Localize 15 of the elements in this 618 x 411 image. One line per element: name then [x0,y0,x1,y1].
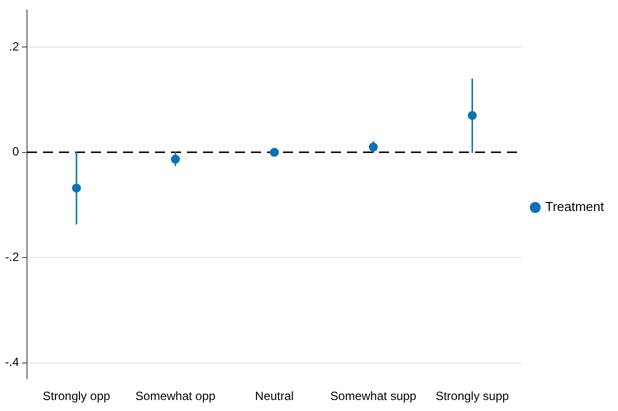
x-tick-label: Strongly supp [436,389,510,404]
y-tick-label: 0 [12,144,20,159]
point [72,184,81,193]
point [468,110,477,120]
y-tick-label: -.4 [4,355,20,370]
point [368,142,378,152]
x-tick-label: Neutral [255,389,294,404]
point [270,148,279,157]
x-tick-label: Somewhat supp [330,389,417,404]
y-tick-label: -.2 [4,250,20,264]
x-tick-label: Somewhat opp [135,389,216,404]
y-tick-label: .2 [8,39,20,54]
x-tick-label: Strongly opp [42,389,110,404]
legend-label: Treatment [545,199,604,214]
point [170,154,180,164]
